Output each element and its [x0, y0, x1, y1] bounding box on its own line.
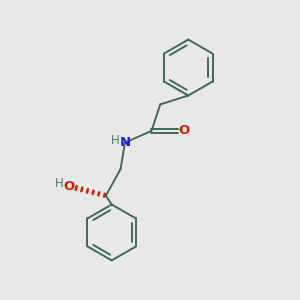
Text: O: O [63, 180, 75, 193]
Text: H: H [55, 177, 64, 190]
Text: O: O [179, 124, 190, 137]
Text: H: H [111, 134, 120, 147]
Text: N: N [120, 136, 131, 149]
